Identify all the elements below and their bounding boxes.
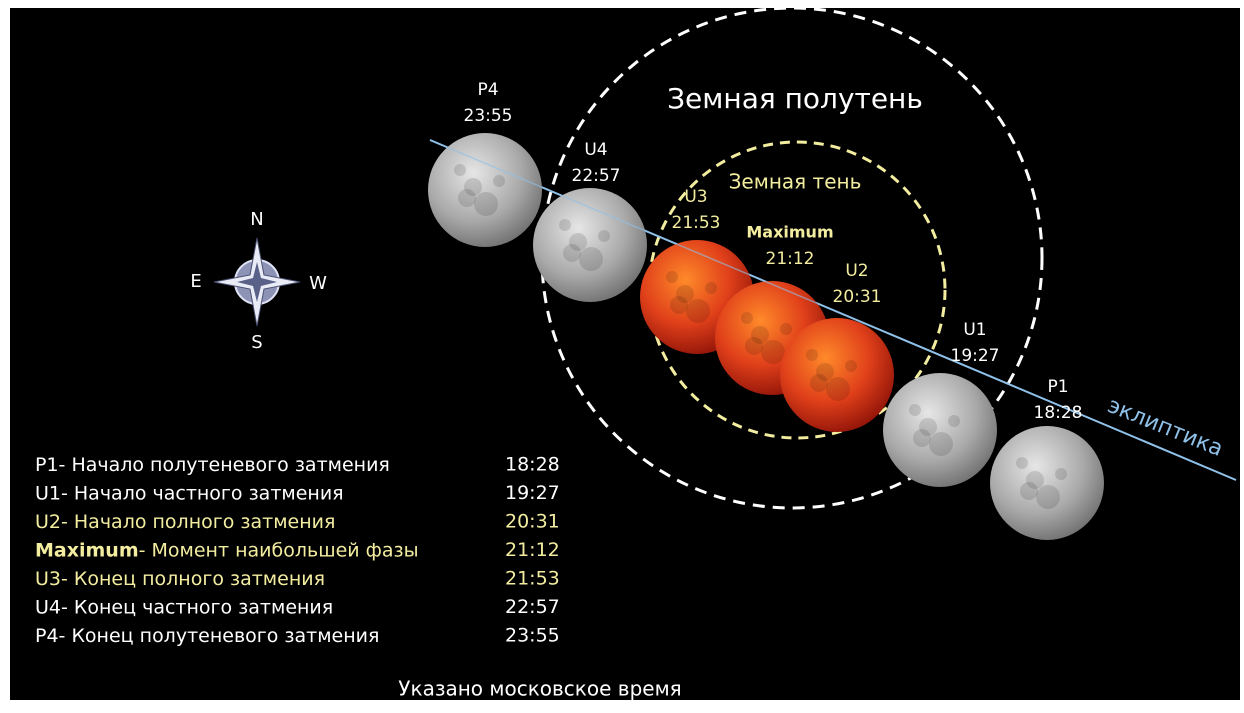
moon-crater: [761, 340, 785, 364]
moon-crater: [1026, 471, 1044, 489]
legend-description: - Конец полутеневого затмения: [59, 625, 380, 647]
legend-code: Maximum: [35, 539, 139, 561]
legend-row: Maximum- Момент наибольшей фазы: [35, 539, 419, 561]
legend-code: P1: [35, 454, 59, 476]
moon-crater: [569, 233, 587, 251]
moon-crater: [1055, 468, 1067, 480]
moon-crater: [845, 360, 857, 372]
moon-time-label: 21:12: [766, 249, 815, 269]
moon-crater: [826, 377, 850, 401]
moon-crater: [458, 189, 476, 207]
moon-crater: [705, 282, 717, 294]
legend-row: U3- Конец полного затмения: [35, 568, 325, 590]
legend-code: U2: [35, 511, 61, 533]
moon: [883, 373, 997, 487]
legend-time: 23:55: [505, 625, 560, 647]
compass-east: E: [190, 271, 201, 292]
moon-crater: [493, 175, 505, 187]
legend-time: 19:27: [505, 482, 560, 504]
moon-crater: [909, 404, 921, 416]
legend-code: U1: [35, 482, 61, 504]
legend-row: U2- Начало полного затмения: [35, 511, 335, 533]
moon-crater: [670, 296, 688, 314]
moon-crater: [806, 349, 818, 361]
moon-code-label: U1: [963, 320, 986, 340]
moon-crater: [751, 326, 769, 344]
moon-crater: [598, 230, 610, 242]
moon-crater: [780, 323, 792, 335]
moon-crater: [563, 244, 581, 262]
legend-row: P4- Конец полутеневого затмения: [35, 625, 379, 647]
moon-crater: [676, 285, 694, 303]
moon-crater: [816, 363, 834, 381]
legend-description: - Начало полного затмения: [61, 511, 335, 533]
moon-code-label: P4: [477, 80, 498, 100]
moon-crater: [948, 415, 960, 427]
legend-description: - Начало полутеневого затмения: [59, 454, 390, 476]
moon-crater: [579, 247, 603, 271]
footer-note: Указано московское время: [398, 677, 681, 701]
legend-time: 21:53: [505, 568, 560, 590]
compass-west: W: [309, 273, 327, 294]
moon-crater: [464, 178, 482, 196]
legend-row: U1- Начало частного затмения: [35, 482, 344, 504]
moon-crater: [454, 164, 466, 176]
moon: [533, 188, 647, 302]
penumbra-label: Земная полутень: [667, 82, 923, 115]
moon: [990, 426, 1104, 540]
moon-time-label: 23:55: [464, 106, 513, 126]
moon-crater: [686, 299, 710, 323]
legend-code: P4: [35, 625, 59, 647]
moon-time-label: 21:53: [672, 213, 721, 233]
moon-time-label: 19:27: [951, 346, 1000, 366]
moon-crater: [1020, 482, 1038, 500]
legend-description: - Конец частного затмения: [61, 596, 333, 618]
legend-description: - Момент наибольшей фазы: [139, 539, 419, 561]
moon: [780, 318, 894, 432]
legend-time: 21:12: [505, 539, 560, 561]
ecliptic-line-overlay: [429, 139, 1237, 481]
moon-crater: [474, 192, 498, 216]
moon-crater: [745, 337, 763, 355]
legend-time: 18:28: [505, 454, 560, 476]
moon-code-label: Maximum: [746, 223, 833, 242]
moon-crater: [741, 312, 753, 324]
legend-time: 20:31: [505, 511, 560, 533]
moon-crater: [666, 271, 678, 283]
legend-description: - Начало частного затмения: [61, 482, 344, 504]
moon-crater: [1036, 485, 1060, 509]
moon-code-label: U2: [845, 261, 868, 281]
moon-crater: [1016, 457, 1028, 469]
moon: [428, 133, 542, 247]
background: [10, 8, 1240, 700]
moon-code-label: U3: [684, 187, 707, 207]
legend-row: P1- Начало полутеневого затмения: [35, 454, 390, 476]
moon-code-label: U4: [584, 140, 607, 160]
compass-south: S: [251, 332, 262, 353]
moon-crater: [559, 219, 571, 231]
moon-crater: [810, 374, 828, 392]
compass-star-inner: [237, 262, 277, 302]
legend-time: 22:57: [505, 596, 560, 618]
moon-crater: [929, 432, 953, 456]
legend-row: U4- Конец частного затмения: [35, 596, 333, 618]
legend-code: U3: [35, 568, 61, 590]
moon-crater: [919, 418, 937, 436]
moon-crater: [913, 429, 931, 447]
moon-time-label: 20:31: [833, 287, 882, 307]
compass-north: N: [250, 209, 263, 230]
legend-description: - Конец полного затмения: [61, 568, 325, 590]
moon-code-label: P1: [1047, 377, 1068, 397]
umbra-label: Земная тень: [729, 170, 862, 194]
moon-time-label: 18:28: [1034, 403, 1083, 423]
moon-time-label: 22:57: [572, 166, 621, 186]
compass: N E W S: [190, 209, 327, 353]
legend-code: U4: [35, 596, 61, 618]
